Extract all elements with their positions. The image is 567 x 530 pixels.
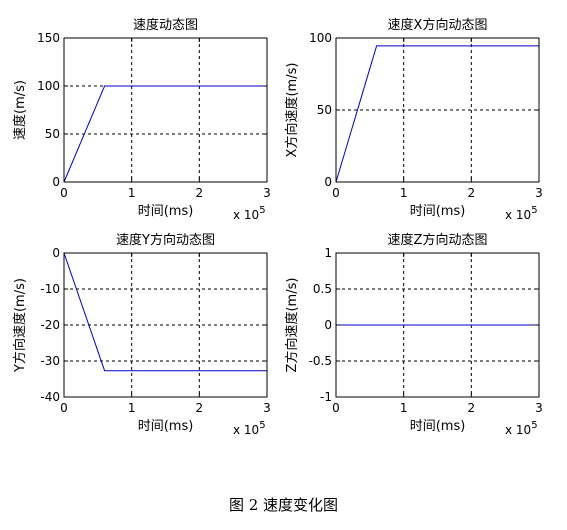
y-tick-label: 0: [52, 175, 60, 189]
x-multiplier-label: x 105: [233, 205, 266, 222]
figure-caption: 图 2 速度变化图: [228, 496, 339, 514]
x-tick-label: 0: [60, 401, 68, 415]
chart-title: 速度Y方向动态图: [116, 232, 215, 248]
y-tick-label: 1: [324, 246, 332, 260]
x-tick-label: 0: [60, 186, 68, 200]
y-tick-label: -30: [40, 354, 60, 368]
y-tick-label: 150: [37, 31, 60, 45]
x-axis-label: 时间(ms): [138, 204, 194, 219]
x-tick-label: 1: [400, 401, 408, 415]
y-axis-label: X方向速度(m/s): [284, 63, 300, 158]
x-axis-label: 时间(ms): [410, 419, 466, 434]
chart-title: 速度Z方向动态图: [388, 232, 488, 248]
x-tick-label: 3: [263, 401, 271, 415]
y-tick-label: 50: [317, 103, 332, 117]
x-tick-label: 3: [535, 186, 543, 200]
y-axis-label: 速度(m/s): [12, 80, 28, 140]
x-tick-label: 2: [196, 401, 204, 415]
series-line-1: [335, 45, 539, 183]
y-tick-label: 0.5: [313, 282, 332, 296]
x-tick-label: 1: [400, 186, 408, 200]
x-tick-label: 2: [196, 186, 204, 200]
y-tick-label: -10: [40, 282, 60, 296]
y-tick-label: 100: [37, 79, 60, 93]
axes-box: [63, 37, 268, 183]
series-line-1: [63, 252, 267, 372]
y-tick-label: -0.5: [309, 354, 332, 368]
y-tick-label: 0: [324, 175, 332, 189]
x-tick-label: 3: [535, 401, 543, 415]
y-tick-label: 50: [45, 127, 60, 141]
y-tick-label: -40: [40, 390, 60, 404]
y-tick-label: 0: [52, 246, 60, 260]
x-axis-label: 时间(ms): [138, 419, 194, 434]
x-tick-label: 3: [263, 186, 271, 200]
y-tick-label: -1: [320, 390, 332, 404]
series-line-1: [63, 85, 267, 183]
x-tick-label: 1: [128, 401, 136, 415]
y-axis-label: Y方向速度(m/s): [12, 278, 28, 373]
chart-title: 速度X方向动态图: [388, 17, 488, 33]
x-tick-label: 2: [468, 401, 476, 415]
chart-title: 速度动态图: [133, 17, 198, 33]
x-axis-label: 时间(ms): [410, 204, 466, 219]
x-tick-label: 0: [332, 186, 340, 200]
x-multiplier-label: x 105: [233, 420, 266, 437]
plot-area: [64, 38, 267, 182]
x-tick-label: 1: [128, 186, 136, 200]
y-tick-label: 0: [324, 318, 332, 332]
x-multiplier-label: x 105: [505, 420, 538, 437]
y-axis-label: Z方向速度(m/s): [284, 278, 300, 373]
y-tick-label: 100: [309, 31, 332, 45]
y-tick-label: -20: [40, 318, 60, 332]
x-multiplier-label: x 105: [505, 205, 538, 222]
x-tick-label: 0: [332, 401, 340, 415]
x-tick-label: 2: [468, 186, 476, 200]
